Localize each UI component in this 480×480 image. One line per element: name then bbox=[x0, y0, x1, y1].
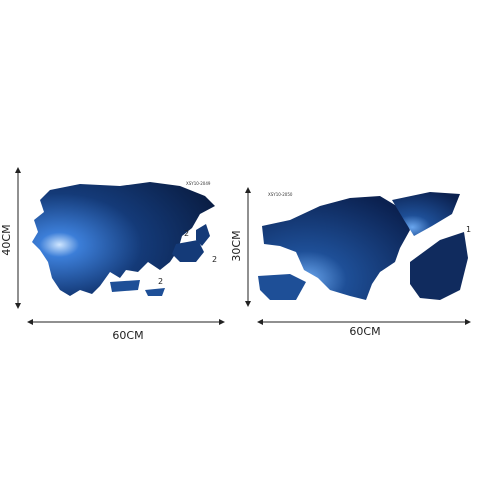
map-japan bbox=[196, 224, 210, 246]
width-label: 60CM bbox=[112, 329, 143, 342]
width-label: 60CM bbox=[349, 325, 380, 338]
height-label: 30CM bbox=[230, 230, 243, 261]
product-code: XSY10-2050 bbox=[268, 192, 293, 197]
part-mark: 2 bbox=[158, 277, 163, 286]
left-panel: XSY10-2049 2 2 2 40CM 60CM bbox=[0, 167, 225, 342]
height-label: 40CM bbox=[0, 224, 13, 255]
map-greenland bbox=[392, 192, 460, 236]
part-mark: 2 bbox=[212, 255, 217, 264]
part-mark: 1 bbox=[466, 225, 471, 234]
map-islands bbox=[110, 280, 165, 296]
map-north-america bbox=[262, 196, 410, 300]
map-europe-africa bbox=[410, 232, 468, 300]
part-mark: 2 bbox=[184, 229, 189, 238]
map-pacific bbox=[258, 274, 306, 300]
product-code: XSY10-2049 bbox=[186, 181, 211, 186]
map-australia bbox=[172, 240, 204, 262]
right-panel: XSY10-2050 1 30CM 60CM bbox=[230, 187, 471, 338]
map-eurasia bbox=[32, 182, 215, 296]
